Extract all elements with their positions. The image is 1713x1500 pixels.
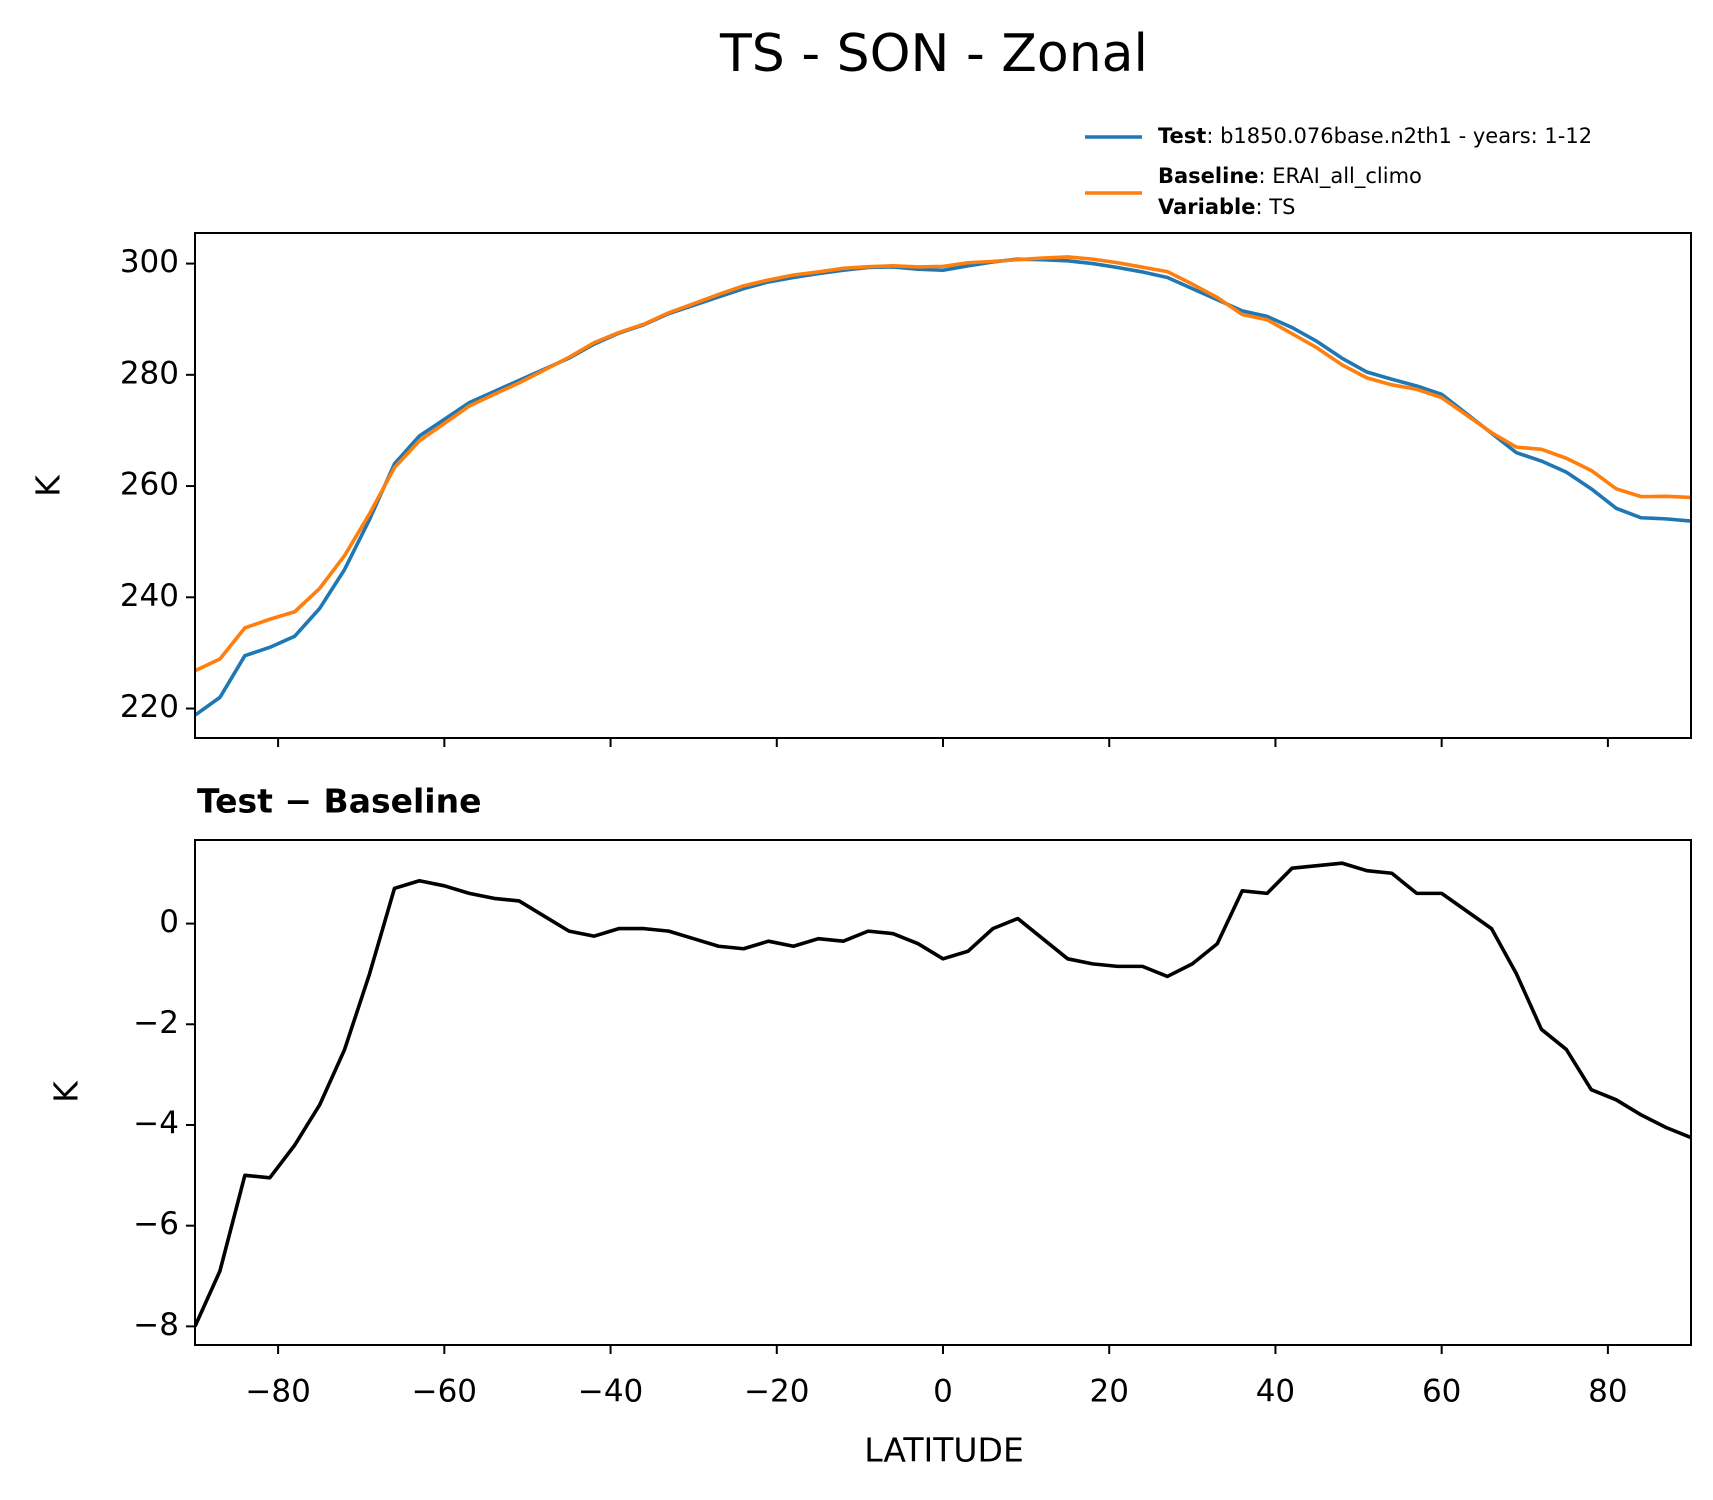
x-tick-label: 40 <box>1256 1374 1295 1410</box>
legend-description: : b1850.076base.n2th1 - years: 1-12 <box>1206 124 1592 148</box>
legend-description: : TS <box>1255 195 1295 219</box>
axes-frame <box>194 232 1692 739</box>
legend-description: : ERAI_all_climo <box>1259 164 1422 189</box>
x-tick-label: 0 <box>933 1374 953 1410</box>
y-axis-label: K <box>47 1080 86 1103</box>
x-tick-label: 60 <box>1422 1374 1461 1410</box>
y-tick-label: −6 <box>133 1206 179 1242</box>
legend-entry: Test: b1850.076base.n2th1 - years: 1-12 <box>1158 124 1592 148</box>
data-line <box>195 255 1691 673</box>
y-tick-label: −8 <box>133 1307 179 1343</box>
axes-frame <box>194 839 1692 1346</box>
x-tick-label: −40 <box>578 1374 643 1410</box>
y-tick-label: −4 <box>133 1105 179 1141</box>
y-tick-label: 280 <box>120 355 179 391</box>
y-tick-label: −2 <box>133 1005 179 1041</box>
data-line <box>195 861 1691 1328</box>
legend-name: Test <box>1158 124 1206 148</box>
legend-entry: Variable: TS <box>1158 195 1295 219</box>
x-axis-label: LATITUDE <box>864 1431 1024 1470</box>
legend-entry: Baseline: ERAI_all_climo <box>1158 164 1422 189</box>
legend-name: Variable <box>1158 195 1255 219</box>
y-axis-label: K <box>29 474 68 497</box>
x-tick-label: −20 <box>744 1374 809 1410</box>
y-tick-label: 220 <box>120 689 179 725</box>
x-tick-label: −60 <box>412 1374 477 1410</box>
y-tick-label: 0 <box>159 904 179 940</box>
x-tick-label: 20 <box>1089 1374 1128 1410</box>
subplot-title: Test − Baseline <box>197 782 482 821</box>
y-tick-label: 260 <box>120 467 179 503</box>
legend-name: Baseline <box>1158 164 1259 188</box>
figure-title: TS - SON - Zonal <box>719 24 1148 84</box>
data-line <box>195 257 1691 717</box>
y-tick-label: 300 <box>120 244 179 280</box>
x-tick-label: 80 <box>1588 1374 1627 1410</box>
y-tick-label: 240 <box>120 578 179 614</box>
x-tick-label: −80 <box>245 1374 310 1410</box>
